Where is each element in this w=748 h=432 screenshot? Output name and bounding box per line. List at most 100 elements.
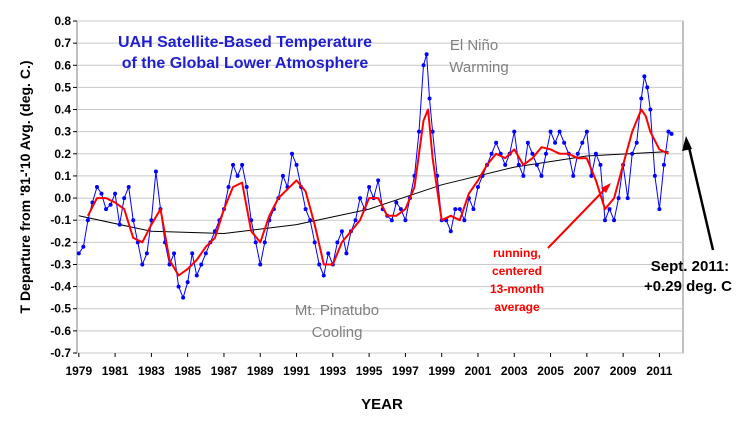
y-tick-label: 0.8 — [54, 14, 71, 28]
x-tick-label: 2007 — [573, 364, 600, 378]
monthly-point — [240, 162, 245, 167]
monthly-point — [394, 200, 399, 205]
x-tick-label: 1981 — [102, 364, 129, 378]
monthly-point — [580, 140, 585, 145]
monthly-point — [645, 85, 650, 90]
monthly-point — [557, 129, 562, 134]
monthly-point — [516, 162, 521, 167]
x-tick-label: 1995 — [356, 364, 383, 378]
x-tick-label: 2009 — [610, 364, 637, 378]
monthly-point — [602, 218, 607, 223]
latest-value-label-1: Sept. 2011: — [651, 258, 729, 275]
monthly-point — [85, 218, 90, 223]
monthly-point — [172, 251, 177, 256]
monthly-point — [648, 107, 653, 112]
y-tick-label: 0.5 — [54, 80, 71, 94]
x-tick-label: 1993 — [319, 364, 346, 378]
x-tick-label: 1997 — [392, 364, 419, 378]
monthly-point — [427, 96, 432, 101]
monthly-point — [122, 196, 127, 201]
monthly-point — [335, 240, 340, 245]
monthly-point — [639, 96, 644, 101]
y-tick-label: 0.0 — [54, 191, 71, 205]
monthly-point — [321, 273, 326, 278]
monthly-point — [108, 202, 113, 207]
x-tick-label: 1989 — [247, 364, 274, 378]
x-tick-label: 2001 — [465, 364, 492, 378]
monthly-point — [131, 218, 136, 223]
monthly-point — [317, 262, 322, 267]
y-tick-label: -0.4 — [50, 280, 71, 294]
monthly-point — [421, 63, 426, 68]
monthly-point — [94, 185, 99, 189]
monthly-point — [144, 251, 149, 256]
x-tick-label: 1979 — [65, 364, 92, 378]
monthly-point — [661, 162, 666, 167]
monthly-point — [530, 151, 535, 156]
monthly-point — [598, 162, 603, 167]
x-tick-label: 2003 — [501, 364, 528, 378]
monthly-point — [353, 218, 358, 223]
el-nino-label-2: Warming — [449, 59, 508, 76]
running-avg-label-3: 13-month — [490, 282, 544, 296]
monthly-point — [612, 218, 617, 223]
monthly-point — [244, 185, 249, 189]
monthly-point — [117, 222, 122, 227]
monthly-point — [471, 207, 476, 212]
monthly-point — [539, 173, 544, 178]
running-avg-label-2: centered — [492, 264, 542, 278]
monthly-point — [544, 151, 549, 156]
x-tick-label: 1985 — [174, 364, 201, 378]
running-average-line — [87, 108, 669, 277]
y-tick-label: -0.1 — [50, 213, 71, 227]
chart-title-line-2: of the Global Lower Atmosphere — [122, 55, 369, 72]
monthly-point — [126, 185, 131, 189]
y-tick-label: 0.3 — [54, 125, 71, 139]
x-tick-label: 2005 — [537, 364, 564, 378]
monthly-point — [424, 52, 429, 57]
el-nino-label-1: El Niño — [450, 37, 498, 54]
monthly-point — [290, 151, 295, 156]
monthly-point — [140, 262, 145, 267]
monthly-point — [534, 162, 539, 167]
chart-title-line-1: UAH Satellite-Based Temperature — [118, 34, 372, 51]
monthly-point — [280, 173, 285, 178]
y-tick-label: 0.1 — [54, 169, 71, 183]
monthly-point — [669, 131, 674, 136]
monthly-point — [199, 262, 204, 267]
y-tick-label: -0.2 — [50, 235, 71, 249]
monthly-point — [462, 218, 467, 223]
monthly-point — [398, 207, 403, 212]
monthly-point — [303, 207, 308, 212]
x-axis-title: YEAR — [361, 396, 403, 413]
monthly-point — [616, 196, 621, 201]
y-tick-label: -0.6 — [50, 324, 71, 338]
monthly-point — [358, 196, 363, 201]
monthly-point — [642, 74, 647, 79]
y-tick-label: -0.5 — [50, 302, 71, 316]
plot-area — [76, 20, 684, 354]
monthly-point — [634, 140, 639, 145]
monthly-point — [153, 169, 158, 174]
monthly-point — [367, 185, 372, 189]
latest-value-label-2: +0.29 deg. C — [644, 278, 732, 295]
monthly-point — [104, 207, 109, 212]
y-axis-ticks: 0.8 0.7 0.6 0.5 0.4 0.3 0.2 0.1 0.0 -0.1 -0.2 -0.3 -… — [50, 14, 77, 360]
pinatubo-label-1: Mt. Pinatubo — [295, 302, 379, 319]
monthly-point — [253, 240, 258, 245]
monthly-point — [607, 207, 612, 212]
latest-value-arrowhead — [682, 136, 692, 151]
monthly-point — [430, 129, 435, 134]
monthly-point — [657, 207, 662, 212]
monthly-point — [376, 178, 381, 183]
monthly-point — [553, 140, 558, 145]
gridlines — [77, 20, 683, 354]
y-axis-title: T Departure from '81-'10 Avg. (deg. C.) — [17, 61, 33, 314]
y-tick-label: 0.7 — [54, 36, 71, 50]
monthly-point — [521, 173, 526, 178]
monthly-point — [185, 280, 190, 285]
latest-value-arrow — [686, 142, 715, 251]
monthly-point — [312, 240, 317, 245]
pinatubo-label-2: Cooling — [312, 324, 363, 341]
y-tick-label: 0.2 — [54, 147, 71, 161]
